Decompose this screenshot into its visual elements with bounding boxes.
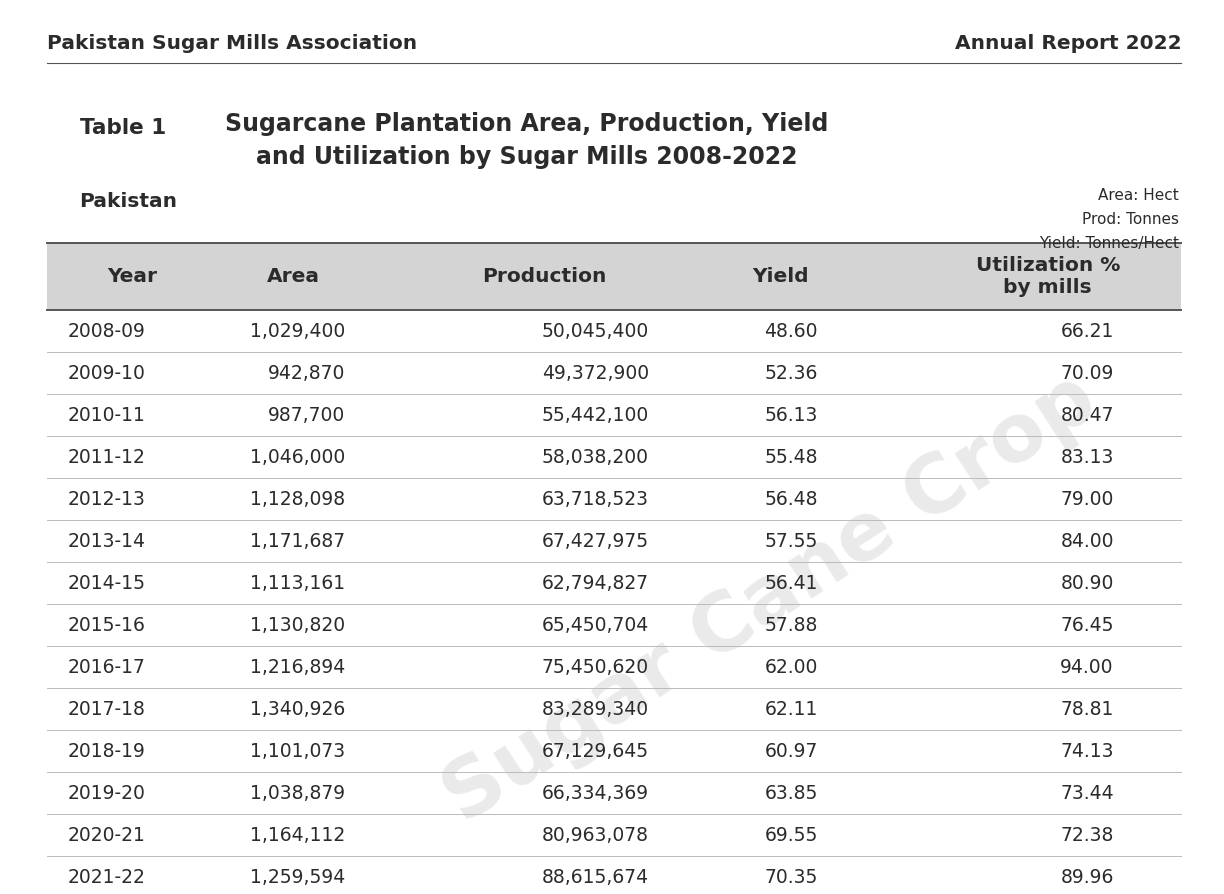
Text: 1,113,161: 1,113,161 bbox=[250, 574, 345, 593]
Text: 1,340,926: 1,340,926 bbox=[250, 700, 345, 719]
Text: Sugarcane Plantation Area, Production, Yield: Sugarcane Plantation Area, Production, Y… bbox=[225, 112, 827, 136]
Text: 2011-12: 2011-12 bbox=[67, 448, 146, 467]
Text: 56.41: 56.41 bbox=[764, 574, 818, 593]
Text: 58,038,200: 58,038,200 bbox=[542, 448, 649, 467]
Text: 78.81: 78.81 bbox=[1060, 700, 1114, 719]
Text: 75,450,620: 75,450,620 bbox=[541, 658, 649, 677]
Text: 2013-14: 2013-14 bbox=[67, 532, 146, 551]
Text: Annual Report 2022: Annual Report 2022 bbox=[955, 34, 1181, 53]
Text: 63,718,523: 63,718,523 bbox=[542, 490, 649, 509]
Text: 72.38: 72.38 bbox=[1060, 826, 1114, 845]
Text: 2009-10: 2009-10 bbox=[67, 364, 146, 383]
Text: 74.13: 74.13 bbox=[1060, 742, 1114, 761]
Text: 1,171,687: 1,171,687 bbox=[250, 532, 345, 551]
Text: 2020-21: 2020-21 bbox=[67, 826, 146, 845]
Text: Table 1: Table 1 bbox=[80, 118, 165, 138]
Text: 2015-16: 2015-16 bbox=[67, 616, 146, 635]
Text: Utilization %
by mills: Utilization % by mills bbox=[976, 257, 1120, 297]
Text: 1,046,000: 1,046,000 bbox=[250, 448, 345, 467]
Text: 56.13: 56.13 bbox=[764, 406, 818, 425]
Text: 69.55: 69.55 bbox=[764, 826, 818, 845]
Text: 2012-13: 2012-13 bbox=[67, 490, 146, 509]
Text: 62.00: 62.00 bbox=[764, 658, 818, 677]
Text: 66,334,369: 66,334,369 bbox=[541, 784, 649, 803]
Text: Yield: Tonnes/Hect: Yield: Tonnes/Hect bbox=[1039, 236, 1179, 251]
Text: 49,372,900: 49,372,900 bbox=[541, 364, 649, 383]
Text: 52.36: 52.36 bbox=[764, 364, 818, 383]
Text: 57.55: 57.55 bbox=[764, 532, 818, 551]
Text: 88,615,674: 88,615,674 bbox=[541, 868, 649, 887]
Text: 2017-18: 2017-18 bbox=[67, 700, 146, 719]
Text: 80.47: 80.47 bbox=[1060, 406, 1114, 425]
Text: 76.45: 76.45 bbox=[1060, 616, 1114, 635]
Text: 89.96: 89.96 bbox=[1060, 868, 1114, 887]
Text: 83.13: 83.13 bbox=[1060, 448, 1114, 467]
Text: Production: Production bbox=[482, 267, 607, 286]
Text: 55.48: 55.48 bbox=[764, 448, 818, 467]
Text: 2010-11: 2010-11 bbox=[67, 406, 146, 425]
Text: 2021-22: 2021-22 bbox=[67, 868, 146, 887]
Text: 1,164,112: 1,164,112 bbox=[250, 826, 345, 845]
Text: 80.90: 80.90 bbox=[1060, 574, 1114, 593]
Text: 942,870: 942,870 bbox=[268, 364, 345, 383]
Text: 56.48: 56.48 bbox=[764, 490, 818, 509]
Text: 2008-09: 2008-09 bbox=[67, 322, 146, 341]
Text: Sugar Cane Crop: Sugar Cane Crop bbox=[431, 359, 1111, 839]
Text: 987,700: 987,700 bbox=[268, 406, 345, 425]
Text: 2019-20: 2019-20 bbox=[67, 784, 146, 803]
Text: 50,045,400: 50,045,400 bbox=[541, 322, 649, 341]
Text: Area: Hect: Area: Hect bbox=[1098, 188, 1179, 203]
Text: Year: Year bbox=[108, 267, 157, 286]
Text: 70.35: 70.35 bbox=[764, 868, 818, 887]
Text: 1,038,879: 1,038,879 bbox=[250, 784, 345, 803]
Text: 80,963,078: 80,963,078 bbox=[542, 826, 649, 845]
Text: 94.00: 94.00 bbox=[1060, 658, 1114, 677]
Text: 1,101,073: 1,101,073 bbox=[250, 742, 345, 761]
Text: 57.88: 57.88 bbox=[764, 616, 818, 635]
Text: 1,216,894: 1,216,894 bbox=[250, 658, 345, 677]
Text: 70.09: 70.09 bbox=[1060, 364, 1114, 383]
Text: 62.11: 62.11 bbox=[764, 700, 818, 719]
Text: Pakistan: Pakistan bbox=[80, 192, 177, 211]
Text: 1,259,594: 1,259,594 bbox=[250, 868, 345, 887]
Text: 2018-19: 2018-19 bbox=[67, 742, 146, 761]
Text: Yield: Yield bbox=[753, 267, 809, 286]
Text: 63.85: 63.85 bbox=[764, 784, 818, 803]
Text: 84.00: 84.00 bbox=[1060, 532, 1114, 551]
Text: and Utilization by Sugar Mills 2008-2022: and Utilization by Sugar Mills 2008-2022 bbox=[256, 145, 797, 169]
Text: 1,029,400: 1,029,400 bbox=[250, 322, 345, 341]
Text: 79.00: 79.00 bbox=[1060, 490, 1114, 509]
Text: 83,289,340: 83,289,340 bbox=[541, 700, 649, 719]
Text: 66.21: 66.21 bbox=[1060, 322, 1114, 341]
Text: 65,450,704: 65,450,704 bbox=[541, 616, 649, 635]
Text: 67,427,975: 67,427,975 bbox=[541, 532, 649, 551]
Text: 1,130,820: 1,130,820 bbox=[250, 616, 345, 635]
Text: 55,442,100: 55,442,100 bbox=[541, 406, 649, 425]
Text: 60.97: 60.97 bbox=[764, 742, 818, 761]
Text: Area: Area bbox=[267, 267, 321, 286]
Text: Pakistan Sugar Mills Association: Pakistan Sugar Mills Association bbox=[47, 34, 416, 53]
Text: 2016-17: 2016-17 bbox=[67, 658, 146, 677]
Text: 1,128,098: 1,128,098 bbox=[250, 490, 345, 509]
Text: 67,129,645: 67,129,645 bbox=[541, 742, 649, 761]
Text: 2014-15: 2014-15 bbox=[67, 574, 146, 593]
Text: 73.44: 73.44 bbox=[1060, 784, 1114, 803]
Text: 48.60: 48.60 bbox=[764, 322, 818, 341]
Text: Prod: Tonnes: Prod: Tonnes bbox=[1082, 212, 1179, 227]
Text: 62,794,827: 62,794,827 bbox=[541, 574, 649, 593]
